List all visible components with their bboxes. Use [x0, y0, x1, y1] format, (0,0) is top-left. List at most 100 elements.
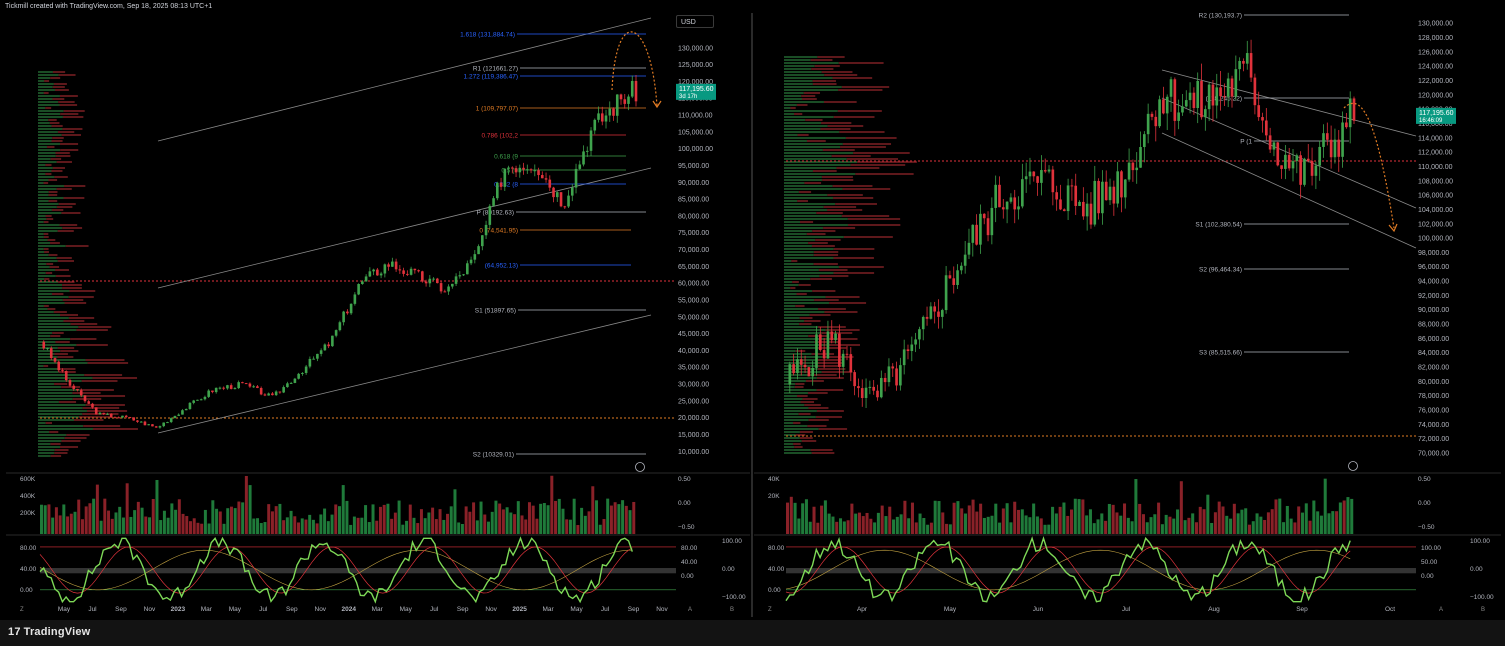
candle-body	[1009, 197, 1013, 202]
candle-body	[1047, 169, 1051, 172]
volume-profile-bar	[784, 272, 834, 274]
pivot-level-label: 0 (74,541.95)	[479, 228, 518, 235]
candle-body	[106, 413, 109, 415]
candle-body	[357, 284, 360, 295]
volume-bar	[1176, 509, 1180, 534]
right-chart-panel[interactable]: 130,000.00 128,000.00 126,000.00 124,000.00…	[754, 13, 1501, 617]
volume-profile-bar	[818, 428, 848, 430]
volume-profile-bar	[60, 113, 79, 115]
price-tick-label: 75,000.00	[678, 230, 709, 237]
volume-bar	[73, 511, 77, 534]
volume-bar	[345, 500, 349, 534]
candle-body	[1188, 92, 1192, 101]
volume-profile-bar	[804, 320, 821, 322]
volume-bar	[233, 508, 237, 534]
volume-bar	[812, 506, 816, 534]
osc-tick-label: 80.00	[20, 545, 37, 552]
volume-bar	[326, 521, 330, 534]
volume-profile-bar	[68, 317, 95, 319]
volume-profile-bar	[47, 308, 56, 310]
volume-profile-bar	[841, 86, 890, 88]
volume-profile-bar	[810, 278, 832, 280]
candle-body	[139, 421, 143, 423]
volume-profile-bar	[784, 293, 797, 295]
volume-bar	[1202, 509, 1206, 534]
volume-bar	[982, 517, 986, 534]
candle-body	[312, 358, 315, 360]
volume-profile-bar	[784, 359, 816, 361]
candle-body	[963, 254, 967, 266]
volume-bar	[952, 502, 956, 534]
currency-selector[interactable]: USD	[676, 15, 714, 28]
volume-profile-bar	[784, 206, 824, 208]
volume-bar	[341, 485, 345, 534]
candle-body	[109, 413, 113, 418]
candle-body	[477, 246, 480, 255]
volume-bar	[967, 505, 971, 534]
volume-profile-bar	[842, 143, 892, 145]
candle-body	[394, 261, 398, 270]
volume-profile-bar	[784, 170, 813, 172]
volume-profile-bar	[38, 368, 59, 370]
left-chart-panel[interactable]: 130,000.00125,000.00120,000.00115,000.00…	[6, 13, 750, 617]
candle-body	[906, 349, 910, 352]
candle-body	[376, 269, 379, 276]
osc-signal-line	[39, 549, 633, 591]
volume-profile-bar	[812, 374, 837, 376]
volume-profile-bar	[38, 281, 59, 283]
price-tick-label: 85,000.00	[678, 197, 709, 204]
candle-body	[53, 358, 57, 362]
volume-right-tick-label: 0.50	[1418, 476, 1431, 483]
left-chart-canvas[interactable]: 130,000.00125,000.00120,000.00115,000.00…	[6, 13, 750, 617]
volume-profile-bar	[69, 290, 96, 292]
volume-profile-bar	[38, 113, 61, 115]
volume-profile-bar	[784, 389, 817, 391]
volume-bar	[162, 510, 166, 534]
pivot-level-label: (64,952.13)	[485, 263, 518, 270]
candle-body	[1116, 171, 1119, 204]
candle-body	[1177, 112, 1180, 121]
volume-bar	[364, 505, 368, 534]
volume-profile-bar	[38, 125, 52, 127]
volume-bar	[1119, 515, 1123, 534]
candle-body	[1162, 99, 1165, 114]
volume-profile-bar	[813, 263, 838, 265]
volume-profile-bar	[38, 110, 64, 112]
volume-profile-bar	[784, 428, 819, 430]
candle-body	[68, 380, 72, 386]
time-tick-label: Mar	[542, 606, 554, 613]
volume-bar	[300, 518, 304, 534]
right-chart-canvas[interactable]: 130,000.00 128,000.00 126,000.00 124,000.00…	[754, 13, 1501, 617]
candle-body	[1314, 165, 1318, 176]
price-tick-label: 116,000.00	[1418, 121, 1453, 128]
pivot-level-label: 0.786 (102,2	[481, 133, 518, 140]
candle-body	[233, 388, 237, 390]
volume-profile-bar	[68, 296, 94, 298]
pane-divider[interactable]	[751, 13, 753, 617]
volume-profile-bar	[45, 422, 52, 424]
volume-bar	[229, 506, 233, 534]
volume-profile-bar	[784, 407, 809, 409]
volume-profile-bar	[51, 209, 64, 211]
volume-profile-bar	[38, 278, 45, 280]
volume-bar	[542, 503, 546, 534]
candle-body	[372, 269, 375, 272]
volume-bar	[1001, 508, 1005, 534]
volume-bar	[1141, 514, 1145, 534]
volume-bar	[869, 518, 873, 534]
osc-inner-tick-label: 40.00	[681, 559, 698, 566]
price-tick-label: 55,000.00	[678, 297, 709, 304]
volume-bar	[338, 506, 341, 534]
volume-profile-bar	[78, 326, 112, 328]
volume-profile-bar	[61, 440, 81, 442]
tradingview-logo[interactable]: 17 TradingView	[8, 626, 90, 638]
volume-profile-bar	[832, 77, 873, 79]
candle-body	[492, 198, 495, 206]
candle-body	[1196, 80, 1200, 109]
volume-profile-bar	[784, 431, 800, 433]
volume-profile-bar	[50, 158, 62, 160]
price-tick-label: 100,000.00	[1418, 236, 1453, 243]
volume-profile-bar	[38, 119, 49, 121]
volume-profile-bar	[56, 161, 72, 163]
channel-line	[1161, 69, 1417, 137]
